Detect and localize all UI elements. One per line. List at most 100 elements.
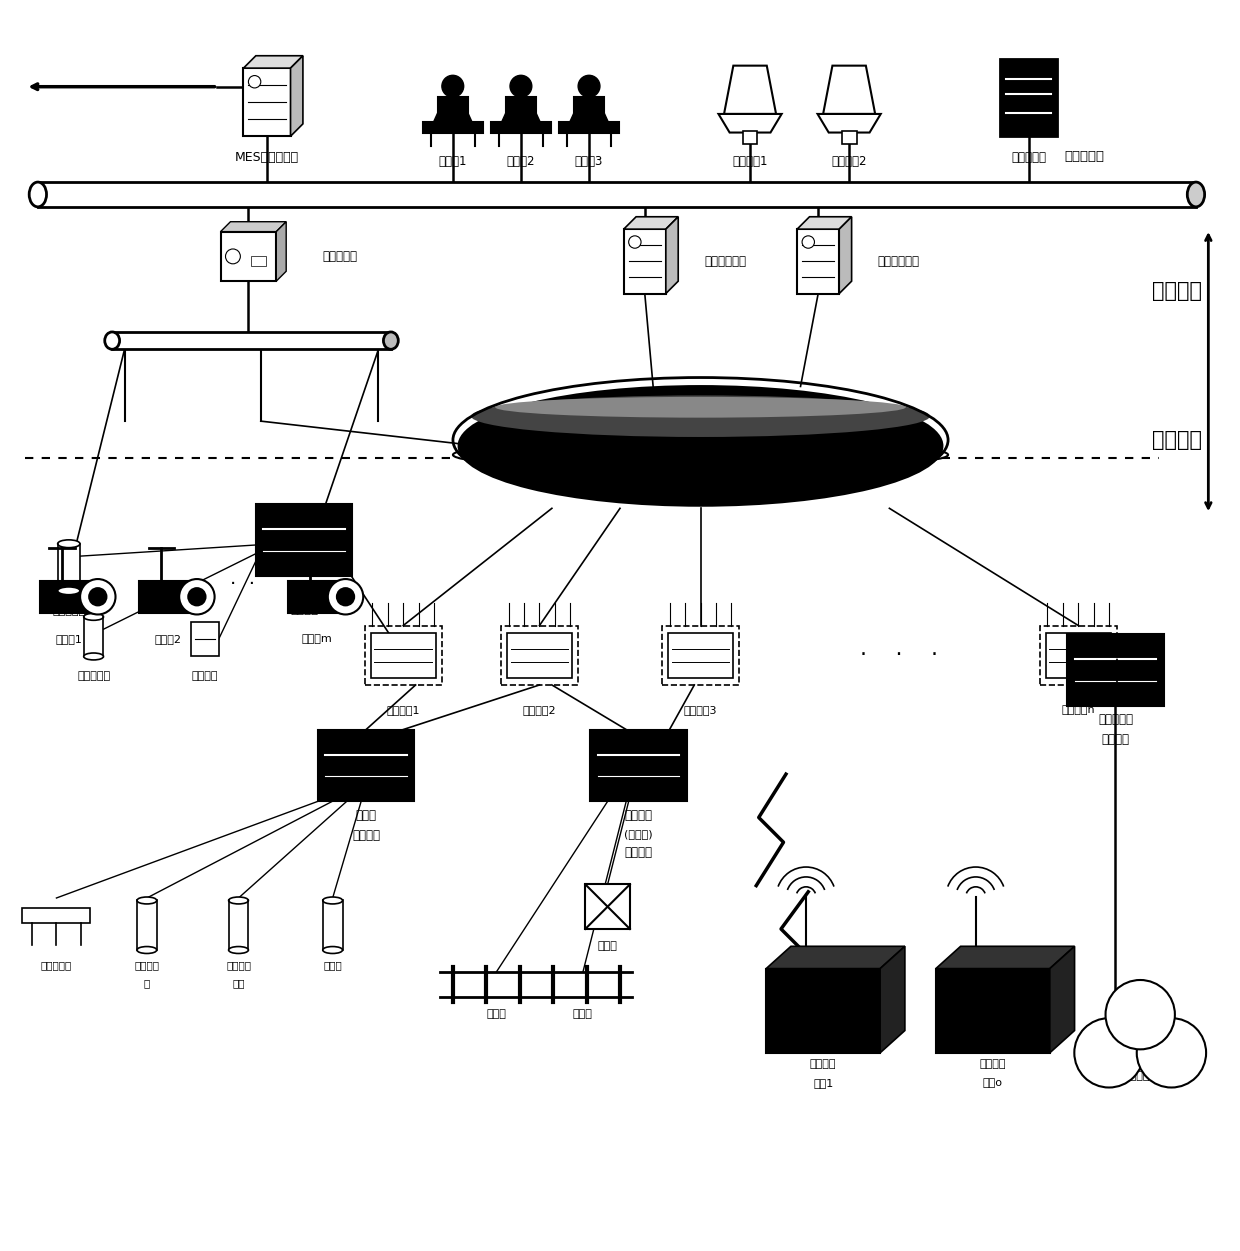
Ellipse shape	[30, 183, 47, 206]
Circle shape	[248, 75, 260, 88]
Bar	[624, 229, 666, 294]
Text: ·  ·: · ·	[229, 575, 254, 594]
Text: 无线基站1: 无线基站1	[387, 704, 420, 714]
Circle shape	[629, 236, 641, 248]
Circle shape	[1106, 980, 1174, 1050]
Bar	[221, 231, 277, 281]
Bar	[507, 633, 572, 678]
Text: 无线基站3: 无线基站3	[683, 704, 717, 714]
Text: 摄像机m: 摄像机m	[301, 634, 332, 644]
Text: 摄像机2: 摄像机2	[155, 634, 181, 644]
Text: 仪: 仪	[144, 978, 150, 988]
Bar	[255, 504, 352, 575]
Circle shape	[336, 587, 355, 607]
Text: 脱轨器: 脱轨器	[486, 1010, 506, 1020]
Text: 摄像机1: 摄像机1	[56, 634, 82, 644]
Bar	[559, 121, 619, 133]
Circle shape	[510, 75, 532, 98]
Bar	[112, 332, 391, 349]
Bar	[322, 901, 342, 950]
Text: 轮廓检测仪: 轮廓检测仪	[41, 960, 72, 970]
Bar	[250, 256, 265, 266]
Text: 地面局域网: 地面局域网	[1064, 150, 1105, 164]
Bar	[1040, 626, 1117, 686]
Circle shape	[441, 75, 464, 98]
Bar	[317, 729, 414, 802]
Text: 不间断电源: 不间断电源	[1012, 151, 1047, 164]
Text: 工程师站2: 工程师站2	[831, 155, 867, 168]
Bar	[506, 98, 536, 121]
Ellipse shape	[83, 653, 103, 661]
Text: 主数据服务器: 主数据服务器	[704, 255, 746, 268]
Polygon shape	[277, 221, 286, 281]
Bar	[1068, 634, 1164, 706]
Bar	[139, 580, 197, 613]
Text: 控制台2: 控制台2	[507, 155, 536, 168]
Text: 无线基站2: 无线基站2	[523, 704, 557, 714]
Text: 单元o: 单元o	[983, 1077, 1003, 1087]
Polygon shape	[502, 106, 539, 121]
Text: 控制台3: 控制台3	[575, 155, 603, 168]
Bar	[40, 580, 98, 613]
Ellipse shape	[83, 613, 103, 620]
Bar	[662, 626, 739, 686]
Text: MES接口服务器: MES接口服务器	[234, 151, 299, 164]
Bar	[501, 626, 578, 686]
Ellipse shape	[495, 397, 905, 418]
Bar	[365, 626, 441, 686]
Text: 脱轨检测仪: 脱轨检测仪	[77, 672, 110, 682]
Ellipse shape	[453, 440, 949, 469]
Text: 信号灯: 信号灯	[598, 941, 618, 951]
Circle shape	[81, 579, 115, 614]
Bar	[243, 68, 290, 136]
Ellipse shape	[1187, 183, 1204, 206]
Circle shape	[802, 236, 815, 248]
Bar	[228, 901, 248, 950]
Polygon shape	[936, 946, 1075, 968]
Text: 无线基站n: 无线基站n	[1061, 704, 1095, 714]
Polygon shape	[839, 216, 852, 294]
Bar	[1001, 60, 1058, 136]
Text: 控制台1: 控制台1	[439, 155, 467, 168]
Ellipse shape	[322, 947, 342, 953]
Text: 溜井料位: 溜井料位	[134, 960, 160, 970]
Polygon shape	[797, 216, 852, 229]
Text: 牵引变电所: 牵引变电所	[1097, 713, 1133, 727]
Bar	[491, 121, 551, 133]
Bar	[842, 130, 857, 144]
Polygon shape	[823, 65, 875, 114]
Bar	[743, 130, 758, 144]
Bar	[1045, 633, 1111, 678]
Bar	[191, 622, 218, 657]
Circle shape	[1137, 1018, 1207, 1087]
Polygon shape	[766, 946, 905, 968]
Circle shape	[226, 249, 241, 264]
Ellipse shape	[58, 587, 79, 594]
Text: 卸载站: 卸载站	[294, 583, 315, 597]
Polygon shape	[290, 56, 303, 136]
Polygon shape	[570, 106, 608, 121]
Polygon shape	[724, 65, 776, 114]
Bar	[136, 901, 156, 950]
Text: 装载站: 装载站	[356, 809, 377, 822]
Bar	[585, 884, 630, 929]
Text: 控制分站: 控制分站	[352, 828, 381, 842]
Text: 备数据服务器: 备数据服务器	[878, 255, 920, 268]
Ellipse shape	[459, 387, 942, 505]
Ellipse shape	[471, 395, 930, 437]
Text: (信集闭): (信集闭)	[624, 828, 653, 838]
Bar	[22, 908, 91, 923]
Bar	[423, 121, 482, 133]
Bar	[438, 98, 467, 121]
Polygon shape	[1050, 946, 1075, 1053]
Bar	[590, 729, 687, 802]
Text: 控制分站: 控制分站	[1101, 733, 1130, 747]
Text: 转辙机: 转辙机	[573, 1010, 593, 1020]
Text: 井下设备: 井下设备	[1152, 429, 1203, 449]
Bar	[371, 633, 436, 678]
Ellipse shape	[228, 947, 248, 953]
Polygon shape	[817, 114, 880, 133]
Circle shape	[187, 587, 207, 607]
Polygon shape	[766, 968, 880, 1053]
Polygon shape	[221, 221, 286, 231]
